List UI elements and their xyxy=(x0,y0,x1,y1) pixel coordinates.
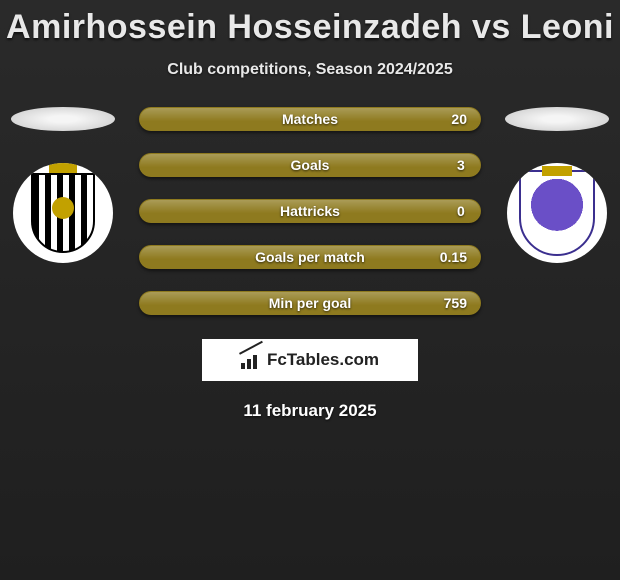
brand-chart-icon xyxy=(241,351,263,369)
stat-row: Hattricks 0 xyxy=(139,199,481,223)
stat-right-value: 759 xyxy=(444,295,467,311)
brand-text: FcTables.com xyxy=(267,350,379,370)
stat-row: Matches 20 xyxy=(139,107,481,131)
player-right-column xyxy=(502,107,612,263)
stat-right-value: 20 xyxy=(451,111,467,127)
stat-label: Hattricks xyxy=(280,203,340,219)
stats-list: Matches 20 Goals 3 Hattricks 0 Goals per… xyxy=(139,107,481,315)
subtitle: Club competitions, Season 2024/2025 xyxy=(0,61,620,79)
stat-row: Goals 3 xyxy=(139,153,481,177)
stat-label: Min per goal xyxy=(269,295,351,311)
stat-label: Goals xyxy=(291,157,330,173)
stat-label: Matches xyxy=(282,111,338,127)
comparison-panel: Matches 20 Goals 3 Hattricks 0 Goals per… xyxy=(0,107,620,421)
stat-row: Min per goal 759 xyxy=(139,291,481,315)
stat-label: Goals per match xyxy=(255,249,365,265)
player-right-club-badge xyxy=(507,163,607,263)
date-text: 11 february 2025 xyxy=(0,401,620,421)
brand-badge: FcTables.com xyxy=(202,339,418,381)
stat-right-value: 3 xyxy=(457,157,467,173)
player-left-column xyxy=(8,107,118,263)
stat-right-value: 0 xyxy=(457,203,467,219)
player-left-avatar xyxy=(11,107,115,131)
page-title: Amirhossein Hosseinzadeh vs Leoni xyxy=(0,0,620,47)
stat-row: Goals per match 0.15 xyxy=(139,245,481,269)
player-left-club-badge xyxy=(13,163,113,263)
stat-right-value: 0.15 xyxy=(440,249,467,265)
player-right-avatar xyxy=(505,107,609,131)
